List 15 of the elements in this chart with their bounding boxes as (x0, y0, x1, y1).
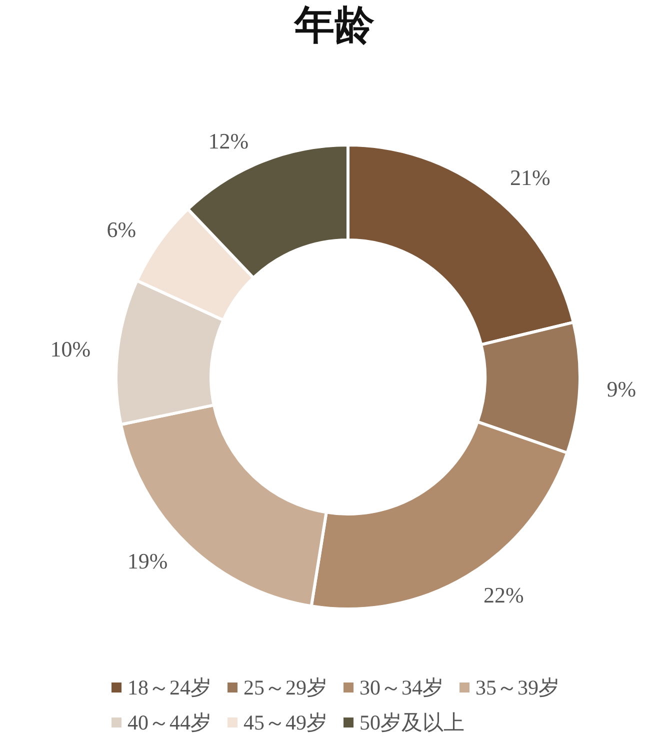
data-label: 6% (106, 217, 136, 242)
legend-label: 25～29岁 (244, 676, 328, 700)
legend-label: 40～44岁 (128, 710, 212, 734)
data-label: 21% (510, 164, 550, 190)
legend-label: 45～49岁 (244, 710, 328, 734)
chart-title: 年龄 (294, 2, 374, 48)
data-label: 19% (127, 548, 168, 574)
legend-label: 35～39岁 (476, 676, 560, 700)
data-label: 10% (50, 336, 91, 362)
legend-label: 18～24岁 (128, 676, 212, 700)
legend-label: 30～34岁 (360, 676, 444, 700)
data-label: 9% (606, 376, 636, 402)
legend-label: 50岁及以上 (360, 710, 464, 734)
data-label: 22% (483, 582, 524, 608)
data-label: 12% (208, 128, 249, 154)
